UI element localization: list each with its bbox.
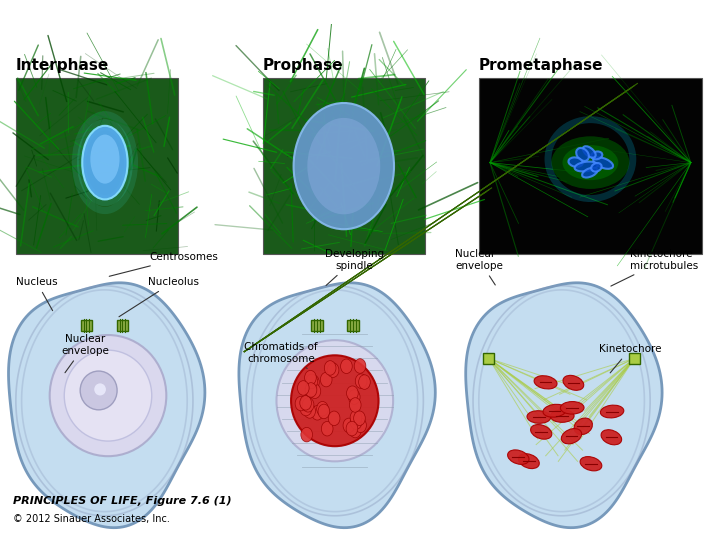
Ellipse shape [349, 398, 361, 412]
Ellipse shape [350, 410, 362, 425]
Ellipse shape [600, 405, 624, 418]
Ellipse shape [359, 375, 370, 389]
Text: Interphase: Interphase [16, 58, 109, 73]
Text: Centrosomes: Centrosomes [109, 252, 218, 276]
Ellipse shape [354, 411, 365, 426]
Ellipse shape [583, 146, 595, 158]
Polygon shape [239, 283, 436, 528]
Ellipse shape [508, 450, 529, 464]
Ellipse shape [562, 145, 618, 180]
Ellipse shape [91, 134, 120, 184]
Text: Prometaphase: Prometaphase [479, 58, 603, 73]
Ellipse shape [560, 402, 584, 414]
Ellipse shape [346, 386, 359, 401]
Ellipse shape [350, 415, 362, 429]
Ellipse shape [576, 148, 589, 161]
Ellipse shape [550, 410, 574, 422]
Ellipse shape [291, 355, 379, 446]
Ellipse shape [64, 350, 152, 441]
Text: Nucleus: Nucleus [16, 277, 58, 310]
Ellipse shape [346, 421, 358, 436]
Ellipse shape [300, 401, 312, 416]
Ellipse shape [50, 335, 166, 456]
Ellipse shape [601, 430, 621, 445]
FancyBboxPatch shape [347, 320, 359, 331]
Ellipse shape [294, 103, 394, 230]
Ellipse shape [324, 361, 336, 375]
FancyBboxPatch shape [16, 78, 178, 254]
Ellipse shape [305, 383, 317, 397]
Ellipse shape [94, 383, 106, 395]
Ellipse shape [552, 136, 629, 189]
Text: Kinetochore
microtubules: Kinetochore microtubules [611, 249, 698, 286]
FancyBboxPatch shape [483, 353, 495, 363]
Text: Nuclear
envelope: Nuclear envelope [455, 249, 503, 285]
Ellipse shape [591, 151, 603, 159]
Text: Developing
spindle: Developing spindle [325, 249, 384, 286]
Text: Prophase: Prophase [263, 58, 343, 73]
Ellipse shape [82, 126, 127, 199]
Ellipse shape [355, 418, 366, 433]
Ellipse shape [563, 375, 584, 390]
Ellipse shape [312, 406, 323, 420]
Ellipse shape [349, 423, 361, 438]
Ellipse shape [534, 376, 557, 389]
Ellipse shape [341, 359, 352, 374]
Ellipse shape [276, 340, 393, 461]
Ellipse shape [355, 374, 367, 388]
Ellipse shape [306, 374, 318, 389]
FancyBboxPatch shape [479, 78, 702, 254]
Ellipse shape [562, 429, 582, 444]
Ellipse shape [582, 167, 598, 178]
Ellipse shape [527, 411, 551, 423]
FancyBboxPatch shape [81, 320, 92, 331]
Text: Figure 7.6  The Phases of Mitosis (1): Figure 7.6 The Phases of Mitosis (1) [6, 3, 306, 21]
Ellipse shape [518, 454, 539, 469]
Ellipse shape [343, 418, 355, 433]
Ellipse shape [297, 381, 309, 395]
FancyBboxPatch shape [311, 320, 323, 331]
Ellipse shape [318, 404, 330, 418]
Ellipse shape [305, 370, 316, 385]
Text: Kinetochore: Kinetochore [599, 344, 661, 373]
Ellipse shape [307, 375, 319, 389]
Ellipse shape [321, 421, 333, 436]
Ellipse shape [301, 396, 312, 410]
Ellipse shape [304, 404, 315, 418]
Text: PRINCIPLES OF LIFE, Figure 7.6 (1): PRINCIPLES OF LIFE, Figure 7.6 (1) [13, 496, 232, 507]
FancyBboxPatch shape [629, 353, 640, 363]
Ellipse shape [317, 401, 328, 416]
Ellipse shape [328, 411, 340, 426]
Ellipse shape [574, 418, 593, 435]
Ellipse shape [301, 427, 312, 442]
Ellipse shape [80, 371, 117, 410]
Ellipse shape [327, 363, 339, 377]
Ellipse shape [531, 424, 552, 439]
Ellipse shape [568, 157, 582, 167]
Polygon shape [466, 283, 662, 528]
Text: Nuclear
envelope: Nuclear envelope [61, 334, 109, 373]
Ellipse shape [354, 359, 366, 373]
FancyBboxPatch shape [263, 78, 425, 254]
Text: Chromatids of
chromosome: Chromatids of chromosome [244, 342, 318, 368]
Ellipse shape [593, 157, 613, 169]
Ellipse shape [591, 163, 602, 172]
Ellipse shape [320, 372, 332, 387]
FancyBboxPatch shape [117, 320, 128, 331]
Ellipse shape [302, 397, 314, 412]
Ellipse shape [348, 390, 360, 404]
Ellipse shape [543, 404, 567, 417]
Ellipse shape [580, 457, 602, 471]
Ellipse shape [295, 396, 307, 411]
Ellipse shape [309, 384, 320, 399]
Ellipse shape [575, 161, 598, 171]
Ellipse shape [300, 395, 312, 410]
Text: © 2012 Sinauer Associates, Inc.: © 2012 Sinauer Associates, Inc. [13, 514, 170, 524]
Text: Nucleolus: Nucleolus [119, 277, 199, 317]
Polygon shape [9, 283, 205, 528]
Ellipse shape [307, 118, 380, 214]
